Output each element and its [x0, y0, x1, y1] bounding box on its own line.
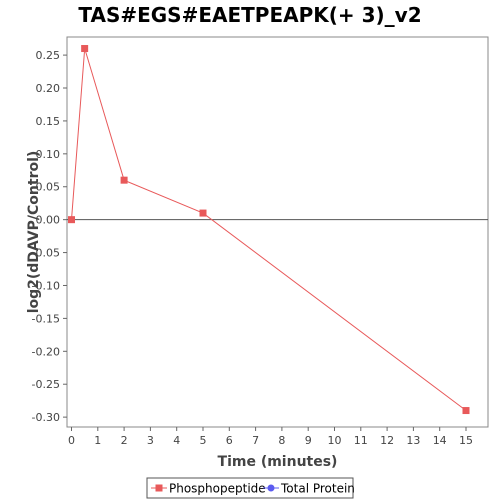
x-tick-label: 4	[173, 434, 180, 447]
y-tick-label: -0.25	[32, 378, 60, 391]
data-point	[199, 209, 207, 217]
x-tick-label: 11	[354, 434, 368, 447]
x-tick-label: 13	[406, 434, 420, 447]
y-axis: 0.25 0.20 0.15 0.10 0.05 0.00 -0.05 -0.10 -0.15 -…	[32, 49, 67, 424]
y-tick-label: -0.05	[32, 247, 60, 260]
legend-box	[146, 477, 354, 499]
y-tick-label: -0.15	[32, 312, 60, 325]
y-tick-label: 0.20	[36, 82, 61, 95]
y-tick-label: -0.10	[32, 279, 60, 292]
data-point	[462, 407, 470, 415]
y-tick-label: -0.30	[32, 411, 60, 424]
x-tick-label: 6	[226, 434, 233, 447]
x-tick-label: 5	[200, 434, 207, 447]
plot-frame	[66, 36, 489, 428]
y-tick-label: 0.10	[36, 148, 61, 161]
x-tick-label: 3	[147, 434, 154, 447]
x-tick-label: 1	[94, 434, 101, 447]
x-tick-label: 7	[252, 434, 259, 447]
x-tick-label: 0	[68, 434, 75, 447]
legend-item-total-protein: Total Protein	[263, 482, 355, 496]
legend-marker-phosphopeptide	[155, 484, 163, 492]
x-tick-label: 12	[380, 434, 394, 447]
x-tick-label: 14	[433, 434, 447, 447]
y-tick-label: -0.20	[32, 345, 60, 358]
x-axis-title: Time (minutes)	[218, 454, 338, 470]
legend-item-phosphopeptide: Phosphopeptide	[151, 482, 266, 496]
chart-title: TAS#EGS#EAETPEAPK(+ 3)_v2	[78, 3, 421, 27]
legend-marker-total-protein	[267, 484, 275, 492]
x-axis: 0 1 2 3 4 5 6 7 8 9 10 11 12 13 14 15	[68, 427, 473, 447]
y-tick-label: 0.00	[36, 214, 61, 227]
x-tick-label: 9	[305, 434, 312, 447]
legend-label-phosphopeptide: Phosphopeptide	[169, 482, 266, 496]
x-tick-label: 15	[459, 434, 473, 447]
y-tick-label: 0.15	[36, 115, 61, 128]
data-point	[120, 176, 128, 184]
x-tick-label: 8	[278, 434, 285, 447]
series-layer	[68, 45, 470, 415]
y-tick-label: 0.05	[36, 181, 61, 194]
legend: Phosphopeptide Total Protein	[146, 477, 355, 499]
data-point	[81, 45, 89, 53]
x-tick-label: 10	[328, 434, 342, 447]
plot-area: 0.25 0.20 0.15 0.10 0.05 0.00 -0.05 -0.10 -0.15 -…	[32, 36, 489, 447]
x-tick-label: 2	[121, 434, 128, 447]
data-point	[68, 216, 75, 224]
legend-label-total-protein: Total Protein	[280, 482, 355, 496]
y-axis-title: log2(dDAVP/Control)	[26, 151, 42, 314]
y-tick-label: 0.25	[36, 49, 61, 62]
